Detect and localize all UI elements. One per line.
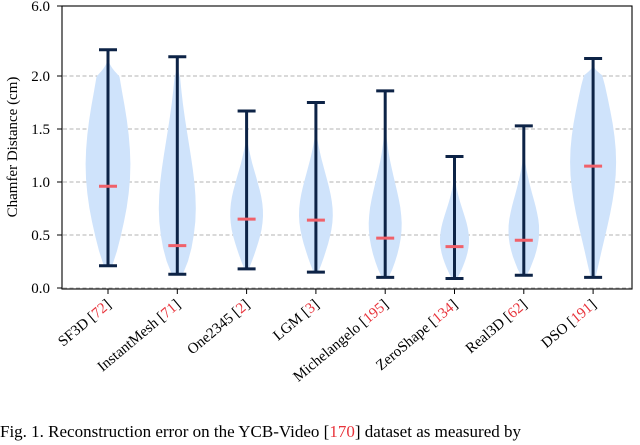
y-tick-label: 1.5 — [31, 122, 50, 138]
caption-suffix: ] dataset as measured by — [354, 422, 521, 441]
violins — [85, 49, 617, 279]
plot-frame — [61, 5, 633, 290]
y-axis-ticks: 0.0 0.5 1.0 1.5 2.0 6.0 — [31, 0, 62, 297]
category-name: InstantMesh [ — [95, 310, 169, 376]
y-tick-label: 0.5 — [31, 228, 50, 244]
category-name: Real3D [ — [463, 310, 515, 357]
x-tick-label: DSO [191] — [539, 297, 600, 352]
caption-citation[interactable]: 170 — [329, 422, 355, 441]
x-tick-label: LGM [3] — [270, 297, 322, 344]
figure-caption: Fig. 1. Reconstruction error on the YCB-… — [0, 421, 640, 443]
violin-chart: 0.0 0.5 1.0 1.5 2.0 6.0 SF3D [72]InstantMesh … — [5, 0, 633, 385]
category-name: SF3D [ — [55, 310, 99, 350]
x-tick-label: SF3D [72] — [55, 297, 114, 350]
medians — [99, 164, 603, 249]
y-tick-label: 6.0 — [31, 0, 50, 15]
grid-lines — [63, 75, 631, 289]
caption-prefix: Fig. 1. Reconstruction error on the YCB-… — [0, 422, 330, 441]
category-name: ZeroShape [ — [373, 314, 440, 374]
whiskers — [99, 48, 603, 280]
y-tick-label: 1.0 — [31, 175, 50, 191]
y-tick-label: 2.0 — [31, 69, 50, 85]
x-axis-ticks: SF3D [72]InstantMesh [71]One2345 [2]LGM … — [55, 289, 600, 385]
y-axis-label: Chamfer Distance (cm) — [5, 77, 21, 218]
x-tick-label: One2345 [2] — [184, 297, 253, 358]
category-name: One2345 [ — [184, 305, 243, 358]
y-tick-label: 0.0 — [31, 281, 50, 297]
x-tick-label: Real3D [62] — [463, 297, 530, 357]
